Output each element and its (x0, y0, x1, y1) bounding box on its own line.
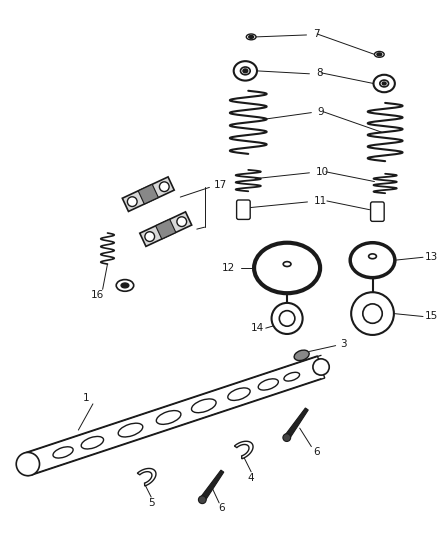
Ellipse shape (382, 82, 386, 85)
Ellipse shape (258, 379, 279, 390)
Ellipse shape (243, 69, 248, 73)
Polygon shape (122, 177, 174, 212)
Ellipse shape (249, 35, 254, 38)
Text: 16: 16 (91, 290, 104, 300)
Ellipse shape (234, 61, 257, 80)
Text: 5: 5 (148, 498, 155, 508)
Circle shape (159, 182, 169, 191)
Ellipse shape (53, 447, 73, 458)
Text: 15: 15 (425, 311, 438, 321)
Polygon shape (138, 184, 159, 204)
Polygon shape (284, 408, 308, 439)
Ellipse shape (118, 423, 143, 437)
Text: 7: 7 (313, 29, 320, 39)
Ellipse shape (374, 52, 384, 57)
Polygon shape (24, 356, 325, 475)
Ellipse shape (374, 75, 395, 92)
Ellipse shape (121, 283, 129, 288)
Circle shape (145, 232, 155, 241)
Text: 8: 8 (316, 68, 323, 78)
Circle shape (127, 197, 137, 206)
Ellipse shape (369, 254, 376, 259)
Circle shape (198, 496, 206, 504)
Text: 1: 1 (83, 393, 89, 403)
Ellipse shape (350, 243, 395, 278)
Ellipse shape (284, 373, 300, 381)
Ellipse shape (294, 350, 309, 360)
Ellipse shape (191, 399, 216, 413)
Ellipse shape (240, 67, 250, 75)
Polygon shape (140, 212, 192, 246)
Polygon shape (137, 469, 156, 486)
Circle shape (313, 359, 329, 375)
Text: 4: 4 (248, 473, 254, 483)
Circle shape (272, 303, 303, 334)
Ellipse shape (246, 34, 256, 40)
Polygon shape (200, 470, 224, 502)
Ellipse shape (377, 53, 382, 56)
Text: 17: 17 (214, 181, 227, 190)
Text: 6: 6 (313, 447, 320, 457)
Text: 13: 13 (425, 252, 438, 262)
FancyBboxPatch shape (371, 202, 384, 221)
Circle shape (279, 311, 295, 326)
Text: 12: 12 (222, 263, 235, 273)
Circle shape (177, 217, 187, 227)
Ellipse shape (254, 243, 320, 293)
Text: 10: 10 (316, 167, 329, 177)
Text: 9: 9 (317, 107, 324, 117)
Ellipse shape (228, 388, 250, 400)
FancyBboxPatch shape (237, 200, 250, 220)
Text: 11: 11 (314, 196, 328, 206)
Polygon shape (234, 441, 253, 459)
Text: 14: 14 (251, 323, 264, 333)
Circle shape (283, 434, 291, 441)
Ellipse shape (380, 80, 389, 87)
Ellipse shape (81, 437, 103, 449)
Text: 3: 3 (340, 338, 347, 349)
Circle shape (16, 453, 39, 476)
Text: 6: 6 (219, 503, 226, 513)
Ellipse shape (116, 280, 134, 291)
Ellipse shape (156, 410, 181, 424)
Ellipse shape (283, 262, 291, 266)
Circle shape (363, 304, 382, 324)
Circle shape (351, 292, 394, 335)
Polygon shape (155, 219, 176, 239)
